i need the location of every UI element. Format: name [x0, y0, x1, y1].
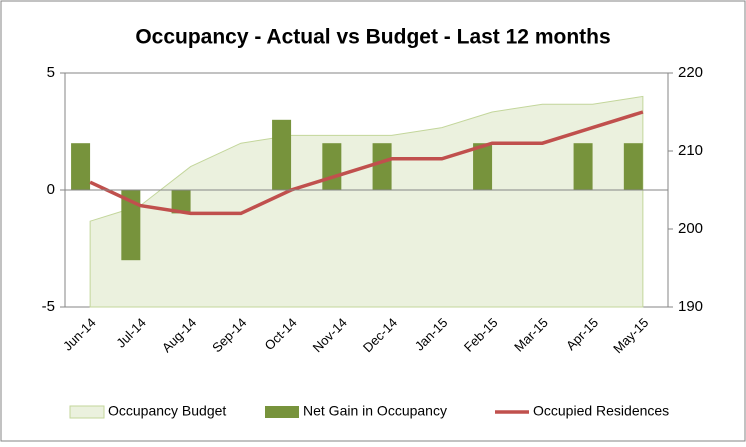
line	[89, 110, 644, 216]
bar	[473, 143, 493, 190]
y2-tick-label: 200	[678, 220, 703, 237]
chart-title: Occupancy - Actual vs Budget - Last 12 m…	[135, 26, 610, 49]
y-tick-label: 5	[47, 64, 55, 81]
area	[89, 95, 644, 308]
legend-swatch	[265, 406, 299, 418]
legend-swatch	[69, 405, 105, 419]
bar	[372, 143, 392, 190]
legend-label: Occupancy Budget	[108, 403, 226, 419]
y2-tick-label: 190	[678, 298, 703, 315]
bar	[322, 143, 342, 190]
y2-tick-label: 210	[678, 142, 703, 159]
bar	[71, 143, 91, 190]
y2-tick-label: 220	[678, 64, 703, 81]
legend-label: Net Gain in Occupancy	[303, 403, 447, 419]
y-tick-label: -5	[42, 298, 55, 315]
bar	[623, 143, 643, 190]
bar	[121, 190, 141, 261]
bar	[171, 190, 191, 214]
legend-label: Occupied Residences	[533, 403, 669, 419]
y-tick-label: 0	[47, 181, 55, 198]
bar	[272, 119, 292, 190]
bar	[573, 143, 593, 190]
